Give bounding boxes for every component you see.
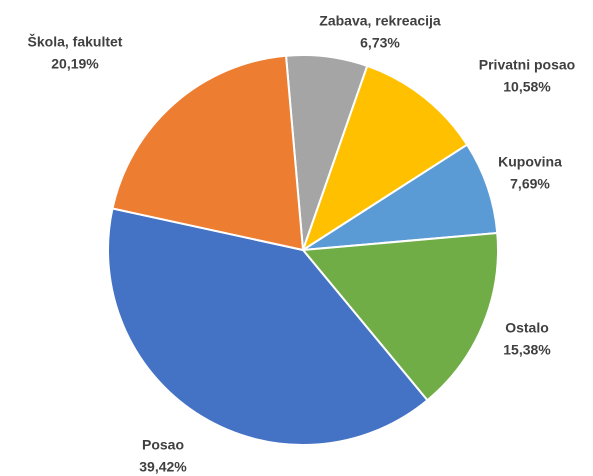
slice-label: Ostalo <box>505 320 549 336</box>
pie-slice <box>301 64 469 253</box>
slice-label: Privatni posao <box>479 57 575 73</box>
slice-value: 15,38% <box>503 342 551 358</box>
slice-value: 7,69% <box>510 176 550 192</box>
slice-label: Škola, fakultet <box>28 33 123 50</box>
pie-slice <box>107 207 429 446</box>
pie-slice <box>301 231 499 402</box>
slice-value: 10,58% <box>503 79 551 95</box>
slice-label: Posao <box>142 437 184 453</box>
slice-value: 6,73% <box>360 35 400 51</box>
pie-slice <box>302 143 499 251</box>
slice-value: 20,19% <box>51 56 99 72</box>
slice-label: Kupovina <box>498 154 562 170</box>
slice-value: 39,42% <box>139 459 187 475</box>
pie-slice <box>111 54 305 252</box>
slice-label: Zabava, rekreacija <box>319 13 441 29</box>
